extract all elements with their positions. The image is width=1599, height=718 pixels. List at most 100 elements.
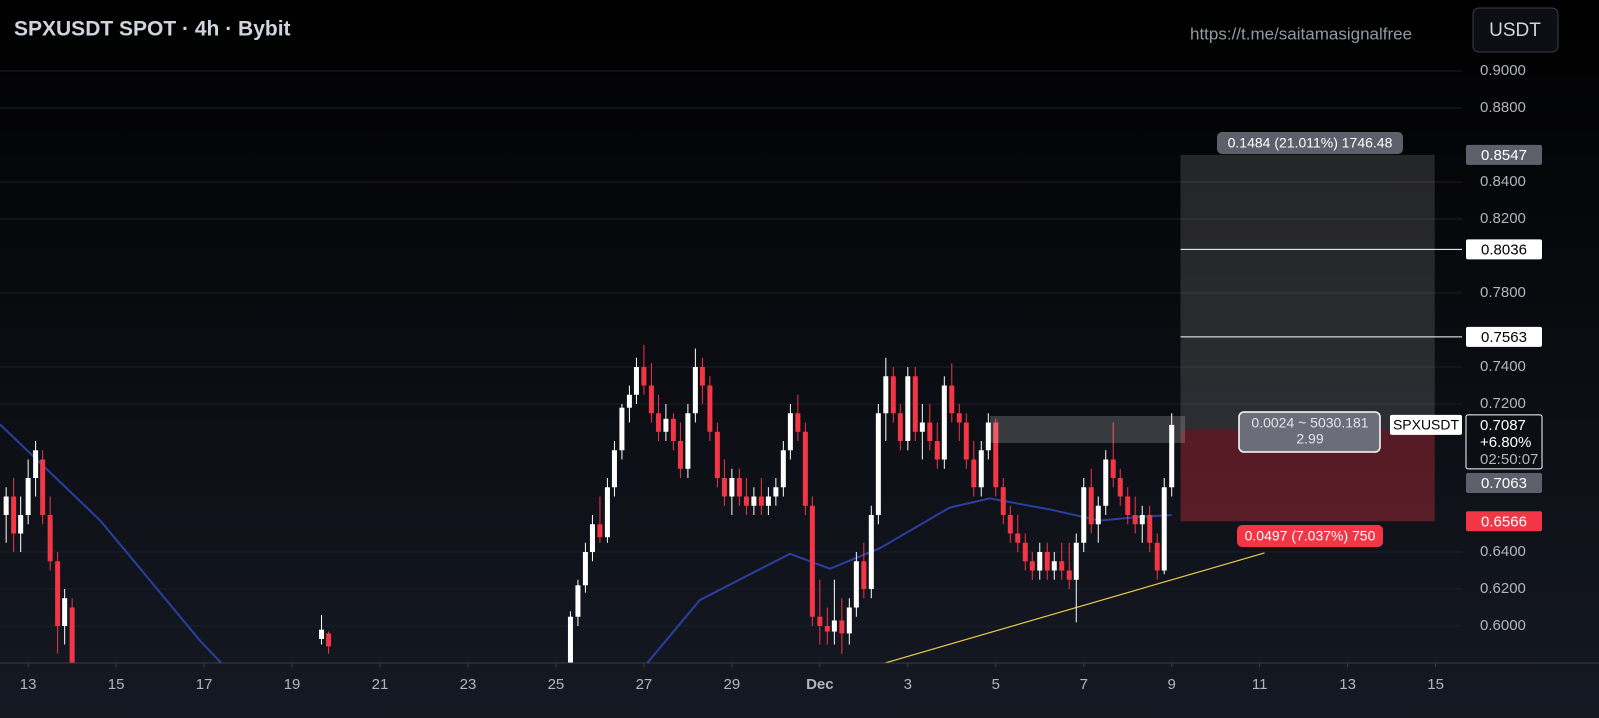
candle-body bbox=[1051, 561, 1057, 571]
last-change: +6.80% bbox=[1480, 434, 1531, 451]
last-price-box bbox=[1465, 414, 1543, 470]
candle-body bbox=[1037, 552, 1043, 571]
candle-body bbox=[611, 450, 617, 488]
candle-body bbox=[868, 515, 874, 590]
candle-body bbox=[1059, 561, 1065, 571]
candle-body bbox=[905, 376, 911, 442]
candle-body bbox=[758, 496, 764, 506]
candle-body bbox=[25, 478, 31, 516]
candle-body bbox=[633, 367, 639, 395]
candle-body bbox=[40, 459, 46, 516]
y-tick-label: 0.8400 bbox=[1480, 173, 1526, 190]
x-tick-label: 29 bbox=[724, 676, 741, 693]
last-price: 0.7087 bbox=[1480, 417, 1526, 434]
candle-body bbox=[1066, 570, 1072, 580]
candle-body bbox=[751, 496, 757, 506]
candle-body bbox=[1110, 459, 1116, 479]
symbol-tag bbox=[1390, 414, 1462, 435]
candle-body bbox=[831, 620, 837, 632]
symbol-tag-label: SPXUSDT bbox=[1393, 417, 1460, 433]
x-tick-label: 25 bbox=[548, 676, 565, 693]
candle-body bbox=[1169, 424, 1175, 488]
y-tick-label: 0.7800 bbox=[1480, 284, 1526, 301]
candle-body bbox=[641, 367, 647, 386]
candle-body bbox=[1073, 542, 1079, 580]
x-tick-label: 15 bbox=[108, 676, 125, 693]
target-tag bbox=[1466, 144, 1542, 165]
candle-body bbox=[971, 459, 977, 488]
info-line-2: 2.99 bbox=[1296, 431, 1323, 447]
x-tick-label: 21 bbox=[372, 676, 389, 693]
candle-body bbox=[993, 422, 999, 488]
candle-body bbox=[69, 607, 75, 663]
candle-body bbox=[824, 626, 830, 632]
candle-body bbox=[787, 413, 793, 451]
candle-body bbox=[567, 616, 573, 663]
level-tag bbox=[1466, 326, 1542, 347]
y-tick-label: 0.6200 bbox=[1480, 580, 1526, 597]
candle-body bbox=[809, 505, 815, 617]
candle-body bbox=[3, 496, 9, 516]
candle-body bbox=[1029, 561, 1035, 571]
entry-tag-label: 0.7063 bbox=[1481, 475, 1527, 492]
x-tick-label: 7 bbox=[1080, 676, 1088, 693]
candle-body bbox=[55, 561, 61, 627]
y-tick-label: 0.8800 bbox=[1480, 99, 1526, 116]
candle-body bbox=[1139, 515, 1145, 525]
candle-body bbox=[319, 629, 325, 639]
y-tick-label: 0.9000 bbox=[1480, 62, 1526, 79]
candle-body bbox=[743, 496, 749, 506]
countdown: 02:50:07 bbox=[1480, 451, 1538, 468]
x-tick-label: 11 bbox=[1252, 676, 1268, 693]
candle-body bbox=[1044, 552, 1050, 571]
candle-body bbox=[927, 422, 933, 442]
candle-body bbox=[1161, 487, 1167, 571]
x-tick-label: 13 bbox=[1339, 676, 1356, 693]
candle-body bbox=[1103, 459, 1109, 506]
watermark: https://t.me/saitamasignalfree bbox=[1190, 24, 1412, 43]
target-tag-label: 0.8547 bbox=[1481, 147, 1527, 164]
level-tag-label: 0.7563 bbox=[1481, 329, 1527, 346]
currency-button-label[interactable]: USDT bbox=[1489, 20, 1541, 41]
trendline bbox=[884, 552, 1265, 663]
x-tick-label: 15 bbox=[1427, 676, 1444, 693]
candle-body bbox=[619, 407, 625, 451]
candle-body bbox=[721, 478, 727, 497]
candle-body bbox=[1117, 478, 1123, 497]
candle-body bbox=[604, 487, 610, 538]
target-label-label: 0.1484 (21.011%) 1746.48 bbox=[1228, 135, 1393, 151]
candle-body bbox=[941, 385, 947, 460]
measure-band bbox=[990, 416, 1185, 443]
candle-body bbox=[963, 422, 969, 460]
candle-body bbox=[663, 418, 669, 432]
candle-body bbox=[956, 413, 962, 423]
entry-tag bbox=[1466, 473, 1542, 493]
candle-body bbox=[47, 515, 53, 562]
y-tick-label: 0.7200 bbox=[1480, 395, 1526, 412]
candle-body bbox=[670, 418, 676, 442]
x-tick-label: 9 bbox=[1168, 676, 1176, 693]
y-tick-label: 0.6000 bbox=[1480, 617, 1526, 634]
candle-body bbox=[795, 413, 801, 432]
candle-body bbox=[985, 422, 991, 451]
candle-body bbox=[692, 367, 698, 414]
candle-body bbox=[780, 450, 786, 488]
y-tick-label: 0.8200 bbox=[1480, 210, 1526, 227]
candle-body bbox=[817, 616, 823, 627]
level-tag-label: 0.8036 bbox=[1481, 241, 1527, 258]
candle-body bbox=[897, 413, 903, 442]
candle-body bbox=[1132, 515, 1138, 525]
candle-body bbox=[765, 496, 771, 506]
candle-body bbox=[853, 561, 859, 608]
info-line-1: 0.0024 ~ 5030.181 bbox=[1251, 415, 1368, 431]
candle-body bbox=[729, 478, 735, 497]
candle-body bbox=[978, 450, 984, 488]
currency-button[interactable] bbox=[1472, 7, 1559, 53]
x-tick-label: 27 bbox=[636, 676, 653, 693]
candle-body bbox=[1088, 487, 1094, 525]
plot-area bbox=[0, 70, 1462, 663]
candle-body bbox=[890, 376, 896, 414]
x-tick-label: 19 bbox=[284, 676, 301, 693]
